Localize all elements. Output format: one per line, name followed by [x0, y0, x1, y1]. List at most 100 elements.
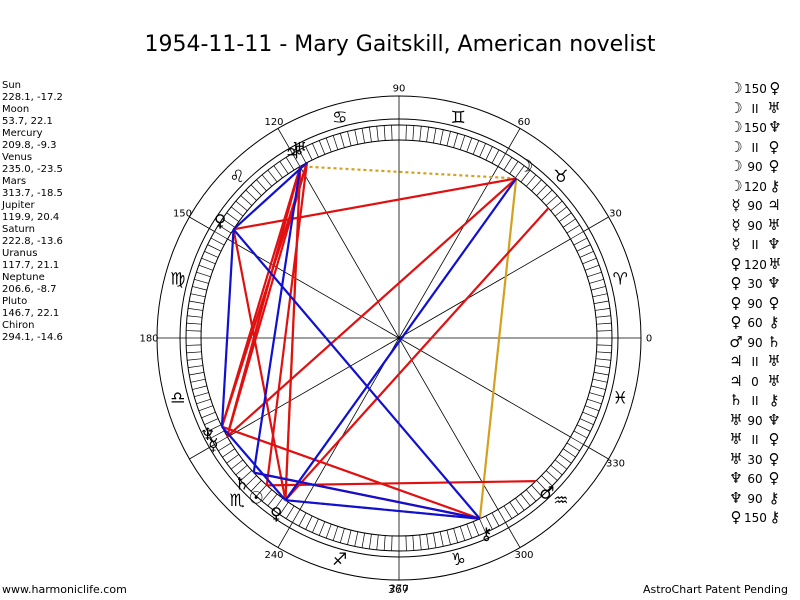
degree-label: 0 — [646, 334, 652, 345]
degree-tick — [298, 149, 307, 164]
degree-tick — [405, 535, 407, 551]
degree-tick — [536, 184, 548, 196]
degree-tick — [509, 501, 519, 515]
aspect-row: ♅ 30 ♀ — [728, 450, 783, 470]
planet-glyph: ♅ — [767, 352, 781, 370]
planet-glyph: ♆ — [767, 235, 781, 253]
degree-tick — [361, 128, 365, 144]
degree-tick — [245, 475, 257, 487]
planet-name: Saturn — [2, 224, 36, 235]
sign-divider — [583, 216, 609, 232]
degree-tick — [186, 322, 202, 325]
degree-tick — [491, 149, 500, 164]
planet-glyph: ♆ — [767, 410, 781, 429]
degree-tick — [292, 509, 301, 523]
degree-label: 150 — [173, 209, 192, 220]
aspect-line — [300, 165, 517, 180]
aspect-row: ☿ II ♆ — [728, 235, 783, 255]
degree-tick — [186, 351, 202, 354]
aspect-row: ☽ II ♀ — [728, 138, 783, 158]
degree-tick — [354, 531, 359, 547]
degree-tick — [554, 206, 568, 217]
planet-glyph: ⚷ — [480, 524, 492, 544]
sign-divider — [583, 444, 609, 460]
planet-glyph: ☽ — [729, 157, 743, 175]
degree-label: 60 — [518, 117, 531, 128]
aspect-line — [220, 229, 235, 427]
degree-tick — [579, 418, 594, 425]
zodiac-sign-glyph: ♍ — [170, 270, 185, 290]
degree-tick — [210, 237, 225, 246]
degree-tick — [596, 351, 612, 354]
planet-glyph: ⚷ — [769, 508, 781, 526]
degree-tick — [520, 493, 531, 507]
degree-tick — [318, 140, 326, 155]
degree-tick — [273, 165, 283, 179]
degree-tick — [189, 300, 205, 304]
degree-tick — [186, 330, 202, 332]
degree-tick — [466, 523, 473, 539]
planet-coords: 222.8, -13.6 — [2, 236, 63, 247]
aspect-line — [265, 162, 309, 486]
aspect-line — [232, 161, 308, 231]
planet-coords: 146.7, 22.1 — [2, 308, 60, 319]
degree-tick — [245, 189, 257, 201]
aspect-row: ☽150♆ — [728, 118, 783, 138]
planet-coords: 206.6, -8.7 — [2, 284, 57, 295]
planet-name: Uranus — [2, 248, 38, 259]
degree-tick — [526, 489, 537, 502]
aspect-angle: II — [751, 238, 759, 252]
degree-tick — [596, 344, 612, 346]
degree-tick — [587, 271, 602, 278]
planet-glyph: ♀ — [768, 157, 780, 175]
aspect-line — [221, 425, 481, 520]
degree-tick — [240, 195, 253, 206]
degree-tick — [562, 218, 576, 228]
degree-tick — [201, 411, 216, 419]
planet-name: Pluto — [2, 296, 28, 307]
planet-glyph: ☿ — [731, 196, 741, 214]
aspect-angle: 30 — [747, 277, 763, 291]
sign-divider — [189, 216, 215, 232]
degree-tick — [497, 509, 506, 523]
planet-glyph: ♀ — [768, 449, 780, 468]
zodiac-sign-glyph: ♒ — [553, 491, 568, 511]
aspect-line — [285, 499, 480, 520]
aspect-row: ♆ 60 ♀ — [728, 469, 783, 489]
planet-coords: 228.1, -17.2 — [2, 92, 63, 103]
degree-label: 120 — [264, 117, 283, 128]
degree-tick — [198, 405, 214, 412]
degree-tick — [198, 264, 214, 271]
degree-tick — [439, 129, 444, 145]
aspect-row: ☿ 90 ♅ — [728, 216, 783, 236]
degree-tick — [354, 129, 359, 145]
degree-tick — [376, 126, 379, 142]
degree-label: 330 — [606, 459, 625, 470]
planet-glyph: ⚷ — [768, 391, 780, 409]
aspect-line — [221, 425, 287, 501]
planet-glyph: ♄ — [767, 332, 781, 351]
degree-label: 30 — [609, 209, 622, 220]
aspect-angle: II — [751, 433, 759, 447]
aspect-angle: II — [751, 140, 759, 155]
aspect-line — [220, 166, 302, 427]
planet-glyph: ☿ — [208, 435, 218, 455]
degree-tick — [214, 231, 228, 240]
planet-name: Mercury — [2, 128, 43, 139]
aspect-angle: 0 — [751, 374, 759, 389]
degree-tick — [194, 392, 209, 398]
degree-tick — [285, 157, 295, 171]
degree-tick — [589, 392, 604, 398]
zodiac-sign-glyph: ♎ — [170, 388, 185, 408]
planet-glyph: ⚷ — [769, 176, 781, 195]
sign-divider — [189, 444, 215, 460]
aspect-angle: 60 — [747, 472, 763, 486]
degree-tick — [187, 315, 203, 318]
degree-tick — [515, 165, 525, 179]
planet-name: Sun — [2, 80, 22, 91]
aspect-angle: 90 — [747, 199, 763, 213]
degree-tick — [376, 534, 379, 550]
zodiac-sign-glyph: ♑ — [451, 550, 466, 570]
degree-tick — [433, 128, 437, 144]
degree-tick — [497, 153, 506, 167]
